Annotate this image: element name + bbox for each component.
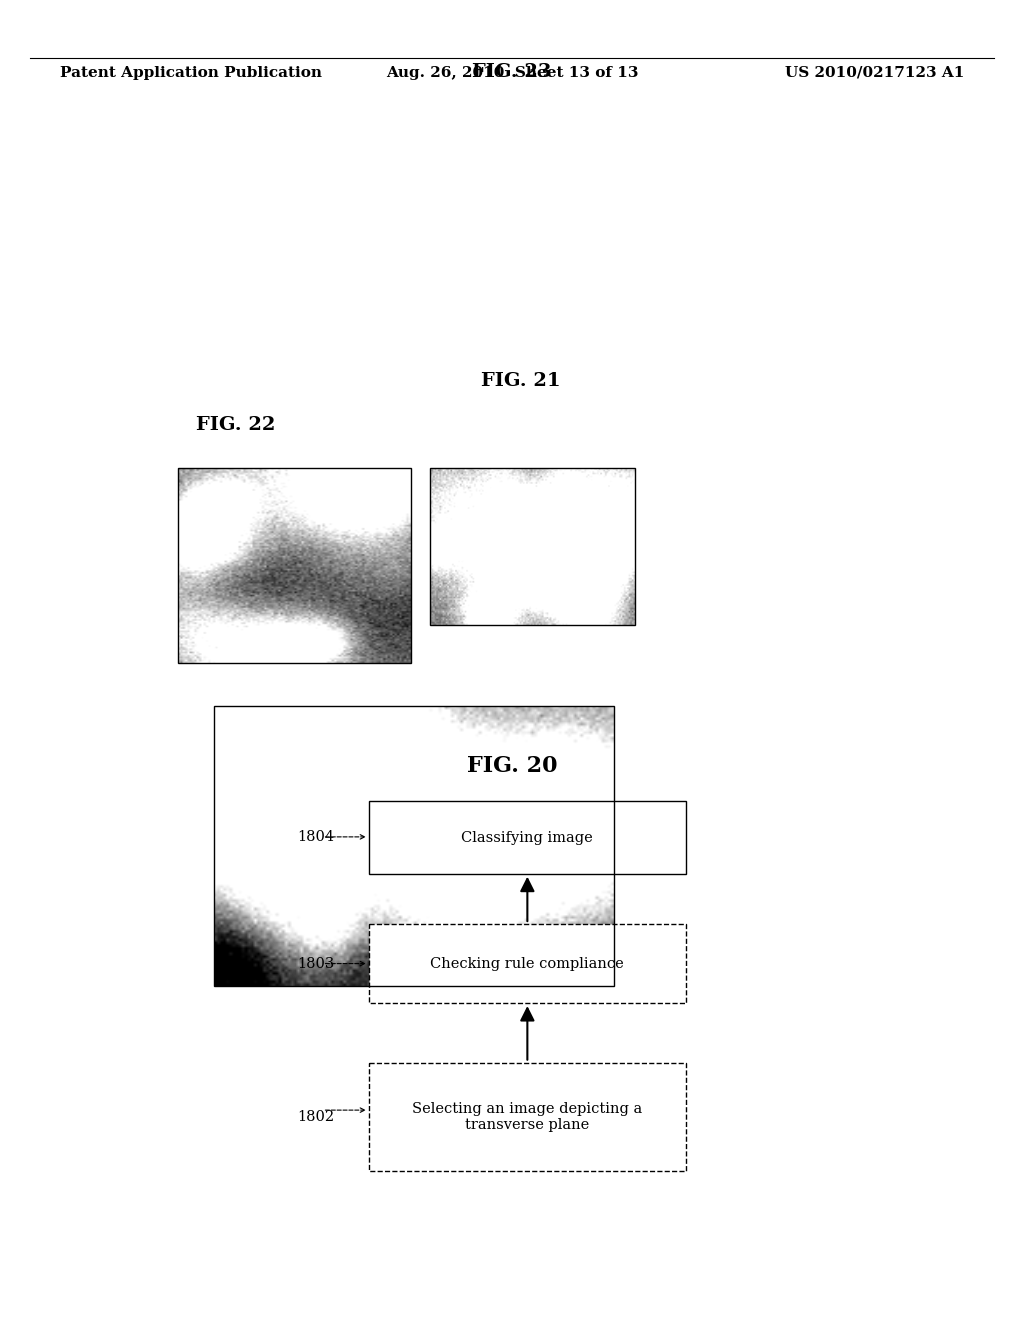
Text: FIG. 21: FIG. 21 xyxy=(481,372,561,391)
Bar xyxy=(214,706,614,986)
Text: Classifying image: Classifying image xyxy=(462,830,593,845)
Text: Patent Application Publication: Patent Application Publication xyxy=(60,66,322,81)
FancyBboxPatch shape xyxy=(369,801,686,874)
Text: Checking rule compliance: Checking rule compliance xyxy=(430,957,625,970)
Text: FIG. 20: FIG. 20 xyxy=(467,755,557,777)
Text: FIG. 22: FIG. 22 xyxy=(196,416,275,434)
Text: Selecting an image depicting a
transverse plane: Selecting an image depicting a transvers… xyxy=(413,1102,642,1131)
Text: US 2010/0217123 A1: US 2010/0217123 A1 xyxy=(784,66,964,81)
Text: 1803: 1803 xyxy=(297,957,334,970)
Text: FIG. 23: FIG. 23 xyxy=(472,63,552,82)
FancyBboxPatch shape xyxy=(369,1063,686,1171)
FancyBboxPatch shape xyxy=(369,924,686,1003)
Text: 1804: 1804 xyxy=(297,830,334,843)
Text: Aug. 26, 2010  Sheet 13 of 13: Aug. 26, 2010 Sheet 13 of 13 xyxy=(386,66,638,81)
Bar xyxy=(178,469,411,663)
Bar xyxy=(430,469,635,624)
Text: 1802: 1802 xyxy=(297,1110,334,1123)
